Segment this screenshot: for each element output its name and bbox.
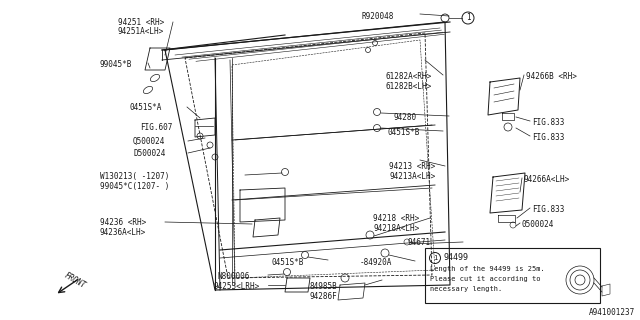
Text: N800006: N800006 bbox=[218, 272, 250, 281]
Text: FIG.833: FIG.833 bbox=[532, 205, 564, 214]
Text: Please cut it according to: Please cut it according to bbox=[430, 276, 541, 282]
Text: 1: 1 bbox=[433, 255, 437, 261]
Bar bbox=[425, 248, 600, 303]
Text: D500024: D500024 bbox=[133, 149, 165, 158]
Text: FRONT: FRONT bbox=[63, 271, 88, 290]
Text: 94286F: 94286F bbox=[310, 292, 338, 301]
Text: 94213 <RH>: 94213 <RH> bbox=[389, 162, 435, 171]
Text: FIG.607: FIG.607 bbox=[140, 123, 172, 132]
Text: necessary length.: necessary length. bbox=[430, 286, 502, 292]
Text: 94213A<LH>: 94213A<LH> bbox=[389, 172, 435, 181]
Text: 61282A<RH>: 61282A<RH> bbox=[385, 72, 431, 81]
Text: -84920A: -84920A bbox=[360, 258, 392, 267]
Text: FIG.833: FIG.833 bbox=[532, 133, 564, 142]
Text: 94218A<LH>: 94218A<LH> bbox=[373, 224, 419, 233]
Text: 0451S*A: 0451S*A bbox=[130, 103, 163, 112]
Text: 94266A<LH>: 94266A<LH> bbox=[524, 175, 570, 184]
Text: 84985B: 84985B bbox=[310, 282, 338, 291]
Text: 94253<LRH>: 94253<LRH> bbox=[213, 282, 259, 291]
Text: 94499: 94499 bbox=[444, 253, 469, 262]
Text: 94251A<LH>: 94251A<LH> bbox=[118, 27, 164, 36]
Text: 0451S*B: 0451S*B bbox=[272, 258, 305, 267]
Text: 0451S*B: 0451S*B bbox=[388, 128, 420, 137]
Text: 99045*C(1207- ): 99045*C(1207- ) bbox=[100, 182, 170, 191]
Text: FIG.833: FIG.833 bbox=[532, 118, 564, 127]
Text: 94671: 94671 bbox=[407, 238, 430, 247]
Text: 0500024: 0500024 bbox=[522, 220, 554, 229]
Text: 61282B<LH>: 61282B<LH> bbox=[385, 82, 431, 91]
Text: W130213( -1207): W130213( -1207) bbox=[100, 172, 170, 181]
Text: 99045*B: 99045*B bbox=[100, 60, 132, 69]
Text: 94251 <RH>: 94251 <RH> bbox=[118, 18, 164, 27]
Text: R920048: R920048 bbox=[362, 12, 394, 21]
Text: 94218 <RH>: 94218 <RH> bbox=[373, 214, 419, 223]
Text: 94236 <RH>: 94236 <RH> bbox=[100, 218, 147, 227]
Text: 94266B <RH>: 94266B <RH> bbox=[526, 72, 577, 81]
Text: 1: 1 bbox=[466, 13, 470, 22]
Text: Length of the 94499 is 25m.: Length of the 94499 is 25m. bbox=[430, 266, 545, 272]
Text: A941001237: A941001237 bbox=[589, 308, 635, 317]
Text: 94280: 94280 bbox=[393, 113, 416, 122]
Text: Q500024: Q500024 bbox=[133, 137, 165, 146]
Text: 94236A<LH>: 94236A<LH> bbox=[100, 228, 147, 237]
